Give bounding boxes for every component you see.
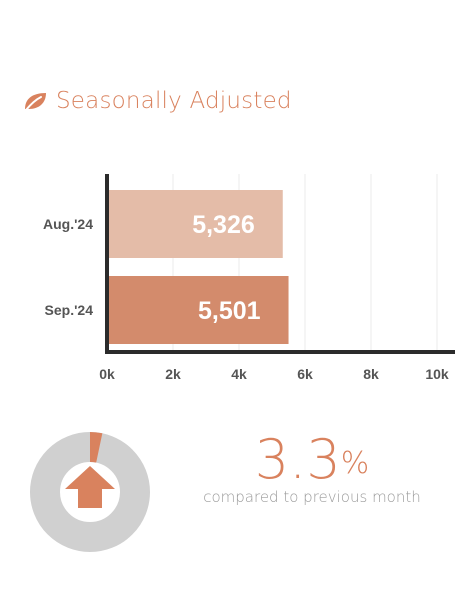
bar [107,190,283,258]
change-stat: 3.3% compared to previous month [194,432,430,507]
donut-slice [89,432,103,463]
change-unit: % [340,446,370,481]
leaf-icon [25,93,46,111]
x-tick-label: 6k [297,366,313,382]
bar-value-label: 5,501 [198,297,261,325]
x-tick-label: 0k [99,366,115,382]
x-tick-label: 4k [231,366,247,382]
bar-chart: 5,326 Aug.'24 5,501 Sep.'24 0k 2k 4k 6k 8k 10k [43,174,455,382]
bar-value-label: 5,326 [192,211,255,239]
category-label: Sep.'24 [45,302,94,318]
category-label: Aug.'24 [43,216,93,232]
x-tick-label: 2k [165,366,181,382]
chart-header: Seasonally Adjusted [22,88,292,114]
change-donut [28,430,152,554]
change-number: 3.3 [254,428,341,491]
bar [107,276,289,344]
x-tick-label: 10k [425,366,449,382]
chart-title: Seasonally Adjusted [56,88,292,114]
change-value: 3.3% [194,432,430,488]
arrow-up-icon [65,466,115,508]
change-caption: compared to previous month [203,488,421,506]
x-tick-label: 8k [363,366,379,382]
